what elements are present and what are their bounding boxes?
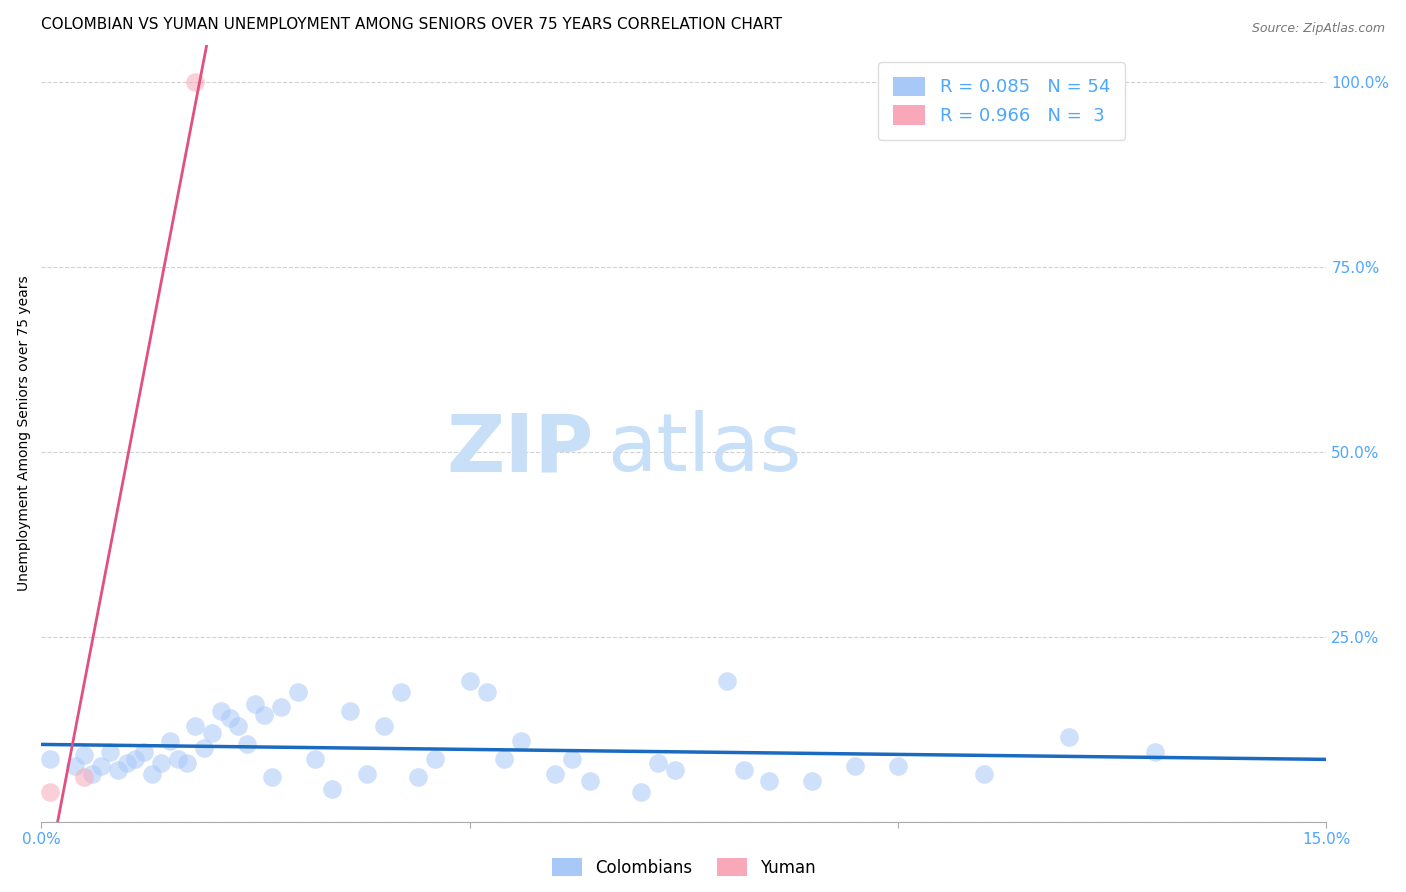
Point bbox=[98, 745, 121, 759]
Point bbox=[253, 707, 276, 722]
Text: ZIP: ZIP bbox=[447, 410, 593, 488]
Point bbox=[425, 752, 447, 766]
Point bbox=[561, 752, 583, 766]
Text: Source: ZipAtlas.com: Source: ZipAtlas.com bbox=[1251, 22, 1385, 36]
Point bbox=[1144, 745, 1167, 759]
Point bbox=[801, 774, 824, 789]
Point bbox=[544, 766, 567, 780]
Point bbox=[107, 763, 129, 777]
Point bbox=[492, 752, 515, 766]
Point bbox=[304, 752, 326, 766]
Point bbox=[38, 752, 60, 766]
Point bbox=[176, 756, 198, 770]
Point bbox=[1059, 730, 1081, 744]
Point bbox=[733, 763, 755, 777]
Point bbox=[218, 711, 240, 725]
Point bbox=[38, 785, 60, 799]
Point bbox=[193, 740, 215, 755]
Text: COLOMBIAN VS YUMAN UNEMPLOYMENT AMONG SENIORS OVER 75 YEARS CORRELATION CHART: COLOMBIAN VS YUMAN UNEMPLOYMENT AMONG SE… bbox=[41, 17, 782, 32]
Point bbox=[167, 752, 190, 766]
Point bbox=[184, 719, 207, 733]
Point bbox=[475, 685, 498, 699]
Point bbox=[141, 766, 163, 780]
Point bbox=[664, 763, 686, 777]
Y-axis label: Unemployment Among Seniors over 75 years: Unemployment Among Seniors over 75 years bbox=[17, 276, 31, 591]
Point bbox=[578, 774, 600, 789]
Text: atlas: atlas bbox=[606, 410, 801, 488]
Point bbox=[209, 704, 232, 718]
Point bbox=[844, 759, 866, 773]
Point bbox=[184, 75, 207, 89]
Point bbox=[235, 737, 257, 751]
Legend: Colombians, Yuman: Colombians, Yuman bbox=[546, 851, 823, 883]
Point bbox=[973, 766, 995, 780]
Point bbox=[245, 697, 267, 711]
Point bbox=[458, 674, 481, 689]
Point bbox=[150, 756, 173, 770]
Point bbox=[887, 759, 910, 773]
Point bbox=[389, 685, 412, 699]
Point bbox=[321, 781, 343, 796]
Point bbox=[73, 748, 96, 763]
Point bbox=[201, 726, 224, 740]
Point bbox=[82, 766, 104, 780]
Point bbox=[356, 766, 378, 780]
Point bbox=[406, 771, 429, 785]
Point bbox=[262, 771, 284, 785]
Point bbox=[647, 756, 669, 770]
Point bbox=[73, 771, 96, 785]
Point bbox=[630, 785, 652, 799]
Point bbox=[339, 704, 361, 718]
Point bbox=[373, 719, 395, 733]
Point bbox=[132, 745, 155, 759]
Point bbox=[90, 759, 112, 773]
Point bbox=[65, 759, 87, 773]
Point bbox=[287, 685, 309, 699]
Point bbox=[758, 774, 780, 789]
Point bbox=[716, 674, 738, 689]
Point bbox=[124, 752, 146, 766]
Point bbox=[510, 733, 533, 747]
Point bbox=[159, 733, 181, 747]
Point bbox=[115, 756, 138, 770]
Point bbox=[270, 700, 292, 714]
Point bbox=[226, 719, 249, 733]
